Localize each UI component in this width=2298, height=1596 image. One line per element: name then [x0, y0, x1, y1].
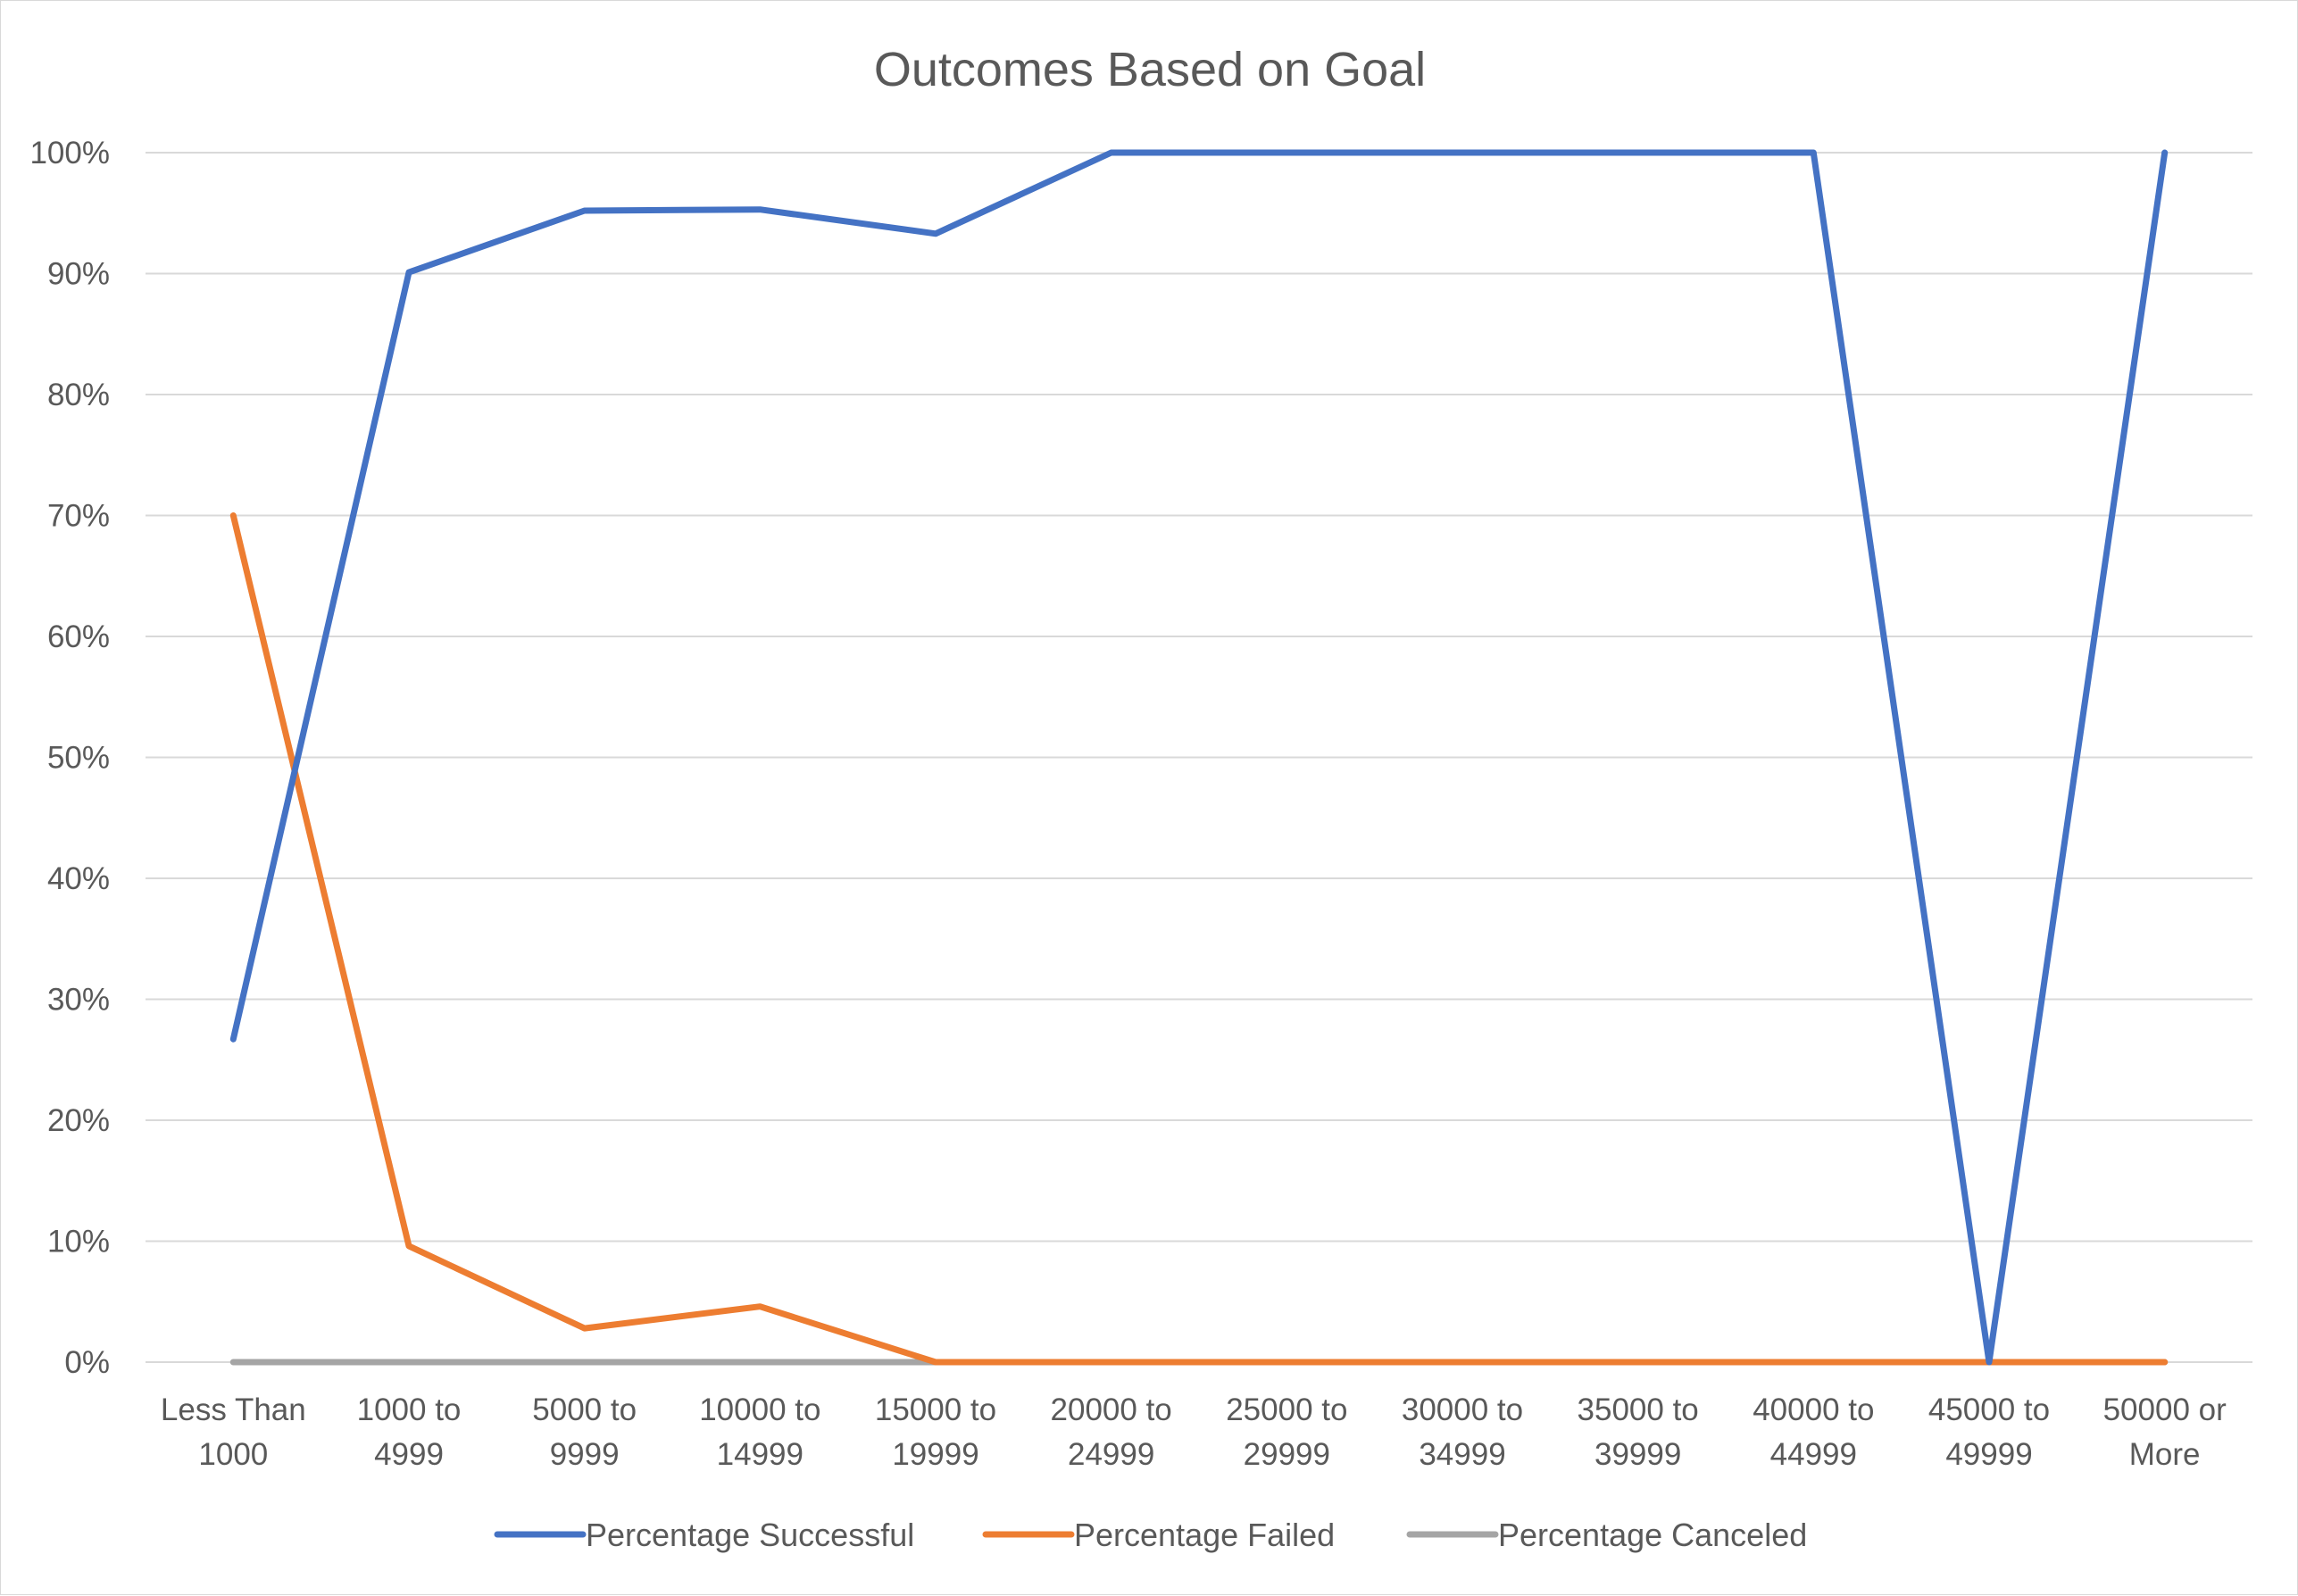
x-tick-label-line: 49999 — [1945, 1437, 2032, 1472]
chart-title: Outcomes Based on Goal — [874, 43, 1426, 96]
x-tick-label-line: 44999 — [1770, 1437, 1857, 1472]
series-line-percentage-failed — [229, 512, 2169, 1366]
x-tick-label: 5000 to 9999 — [532, 1392, 637, 1472]
y-tick-label: 30% — [47, 983, 110, 1018]
x-tick-label-line: 19999 — [892, 1437, 978, 1472]
x-tick-label: 30000 to 34999 — [1402, 1392, 1523, 1472]
legend: Percentage Successful Percentage Failed Pe… — [494, 1517, 1807, 1553]
y-tick-label: 10% — [47, 1225, 110, 1259]
legend-label: Percentage Successful — [586, 1517, 914, 1553]
x-tick-label: 45000 to 49999 — [1928, 1392, 2050, 1472]
y-tick-label: 0% — [64, 1345, 110, 1380]
gridlines — [146, 152, 2252, 1363]
x-tick-label-line: More — [2129, 1437, 2201, 1472]
y-tick-label: 50% — [47, 741, 110, 776]
y-tick-label: 90% — [47, 257, 110, 292]
x-tick-label-line: 10000 to — [699, 1392, 820, 1427]
legend-label: Percentage Failed — [1074, 1517, 1335, 1553]
x-tick-label-line: 14999 — [717, 1437, 803, 1472]
x-tick-label: 15000 to 19999 — [875, 1392, 996, 1472]
x-tick-label-line: 50000 or — [2103, 1392, 2227, 1427]
x-tick-label-line: 5000 to — [532, 1392, 637, 1427]
x-tick-label-line: 45000 to — [1928, 1392, 2050, 1427]
y-tick-label: 70% — [47, 499, 110, 534]
x-tick-label: 40000 to 44999 — [1753, 1392, 1874, 1472]
y-axis-tick-labels: 0% 10% 20% 30% 40% 50% 60% 70% 80% 90% 100% — [29, 136, 110, 1380]
y-tick-label: 80% — [47, 378, 110, 412]
x-tick-label-line: 35000 to — [1578, 1392, 1699, 1427]
x-tick-label-line: 15000 to — [875, 1392, 996, 1427]
y-tick-label: 20% — [47, 1103, 110, 1138]
x-tick-label-line: 39999 — [1594, 1437, 1681, 1472]
x-tick-label-line: 1000 to — [357, 1392, 462, 1427]
x-tick-label: 1000 to 4999 — [357, 1392, 462, 1472]
series-line-percentage-successful — [229, 149, 2169, 1366]
x-tick-label-line: 40000 to — [1753, 1392, 1874, 1427]
x-tick-label: 25000 to 29999 — [1226, 1392, 1347, 1472]
y-tick-label: 100% — [29, 136, 110, 170]
x-tick-label-line: 25000 to — [1226, 1392, 1347, 1427]
series-lines — [229, 149, 2169, 1366]
legend-label: Percentage Canceled — [1498, 1517, 1807, 1553]
y-tick-label: 40% — [47, 861, 110, 896]
x-tick-label-line: 9999 — [550, 1437, 620, 1472]
y-tick-label: 60% — [47, 619, 110, 654]
x-axis-tick-labels: Less Than 1000 1000 to 4999 5000 to 9999 10000… — [161, 1392, 2227, 1472]
x-tick-label: 10000 to 14999 — [699, 1392, 820, 1472]
x-tick-label-line: 24999 — [1068, 1437, 1154, 1472]
x-tick-label-line: 29999 — [1244, 1437, 1330, 1472]
x-tick-label: 50000 or More — [2103, 1392, 2227, 1472]
x-tick-label-line: 20000 to — [1051, 1392, 1172, 1427]
x-tick-label-line: 34999 — [1419, 1437, 1505, 1472]
x-tick-label-line: 4999 — [374, 1437, 444, 1472]
x-tick-label-line: 30000 to — [1402, 1392, 1523, 1427]
x-tick-label-line: Less Than — [161, 1392, 306, 1427]
x-tick-label: Less Than 1000 — [161, 1392, 306, 1472]
x-tick-label: 35000 to 39999 — [1578, 1392, 1699, 1472]
x-tick-label-line: 1000 — [198, 1437, 268, 1472]
x-tick-label: 20000 to 24999 — [1051, 1392, 1172, 1472]
